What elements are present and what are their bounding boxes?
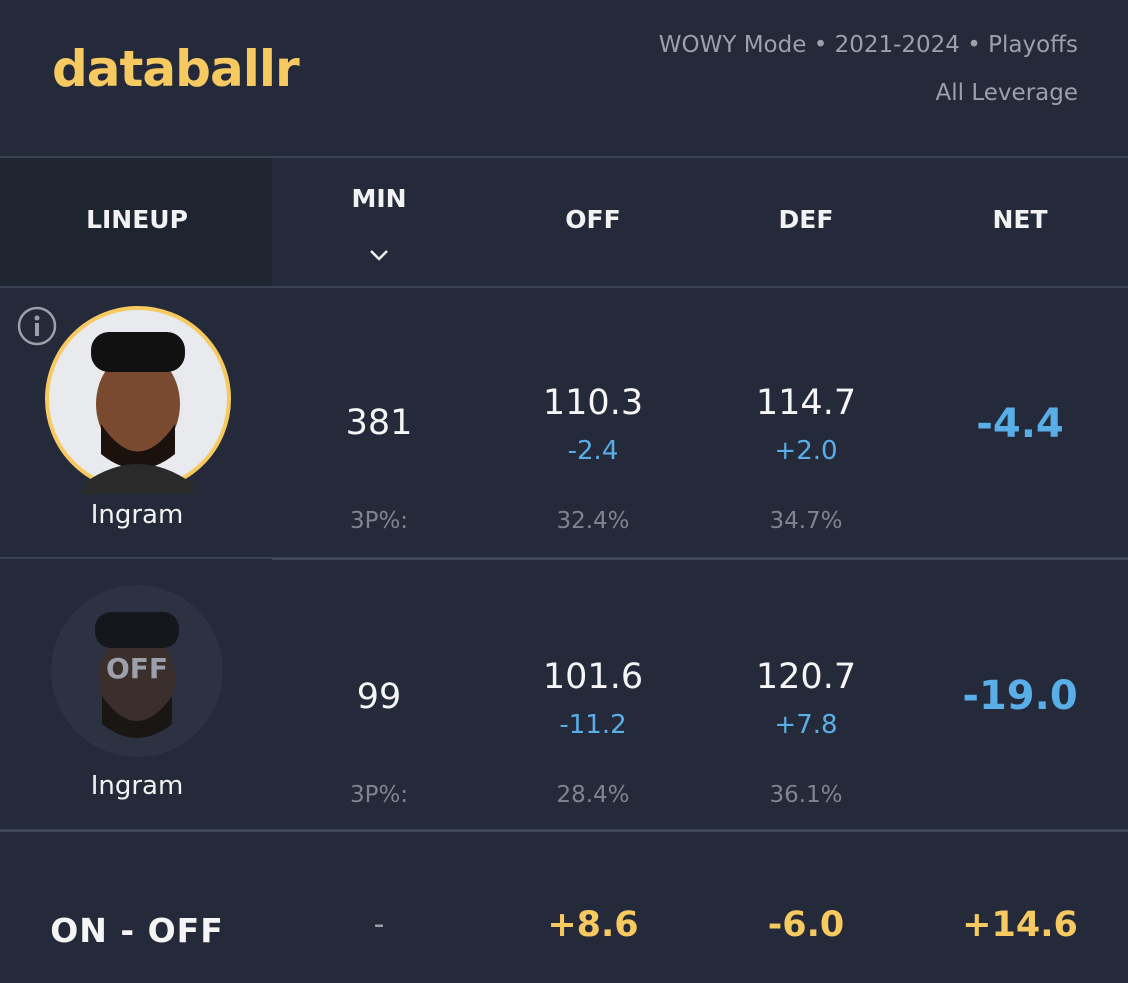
off-3p: 28.4%	[556, 782, 630, 808]
def-diff: +2.0	[774, 436, 838, 466]
summary-min: -	[373, 907, 385, 942]
divider	[0, 156, 1128, 158]
info-icon[interactable]	[15, 306, 61, 346]
column-header[interactable]: MIN	[351, 184, 407, 213]
divider	[272, 557, 1128, 560]
sort-chevron[interactable]	[368, 248, 390, 262]
def-diff: +7.8	[774, 710, 838, 740]
player-name: Ingram	[90, 771, 184, 801]
off-3p: 32.4%	[556, 508, 630, 534]
net-rating: -4.4	[976, 401, 1064, 447]
stat-label: 3P%:	[349, 782, 409, 808]
filters: WOWY Mode • 2021-2024 • Playoffs	[658, 32, 1078, 58]
off-rating: 110.3	[542, 383, 644, 423]
stat-label: 3P%:	[349, 508, 409, 534]
off-diff: -11.2	[559, 710, 627, 740]
column-header: OFF	[565, 205, 621, 234]
def-rating: 120.7	[755, 657, 857, 697]
leverage: All Leverage	[935, 80, 1078, 106]
summary-off: +8.6	[547, 905, 639, 945]
summary-def: -6.0	[767, 905, 845, 945]
divider	[0, 557, 272, 559]
off-diff: -2.4	[567, 436, 619, 466]
player-photo	[45, 306, 231, 494]
summary-label: ON - OFF	[50, 911, 224, 950]
def-rating: 114.7	[755, 383, 857, 423]
column-header: DEF	[778, 205, 834, 234]
player-name: Ingram	[90, 500, 184, 530]
divider	[0, 286, 1128, 288]
player-photo-off	[51, 585, 223, 757]
divider	[0, 829, 1128, 832]
net-rating: -19.0	[962, 673, 1078, 719]
off-rating: 101.6	[542, 657, 644, 697]
minutes: 99	[356, 677, 402, 717]
def-3p: 34.7%	[769, 508, 843, 534]
column-header: NET	[992, 205, 1048, 234]
summary-net: +14.6	[962, 905, 1078, 945]
def-3p: 36.1%	[769, 782, 843, 808]
logo: databallr	[52, 40, 300, 98]
off-badge: OFF	[105, 652, 169, 685]
lineup-header-bg	[0, 158, 272, 286]
column-header: LINEUP	[86, 205, 188, 234]
minutes: 381	[345, 403, 413, 443]
